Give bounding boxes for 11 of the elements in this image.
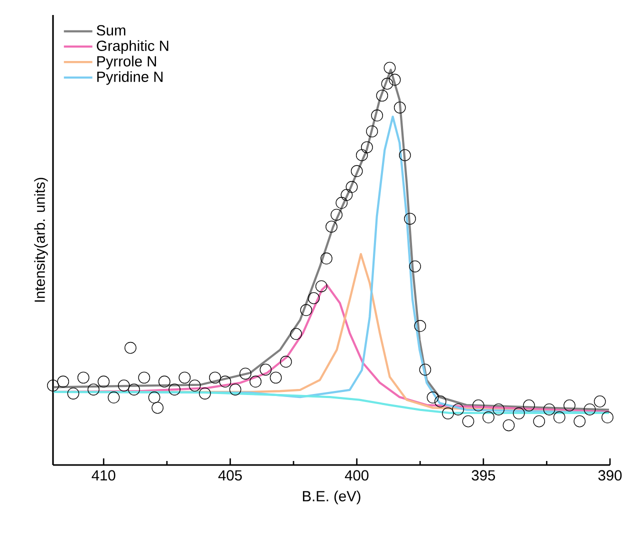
x-tick-label: 395 [472, 470, 496, 481]
legend-label: Graphitic N [96, 40, 168, 54]
x-tick-label: 390 [598, 470, 622, 481]
y-axis-title: Intensity(arb. units) [34, 178, 48, 302]
legend-label: Sum [96, 25, 126, 36]
x-tick-label: 410 [92, 470, 116, 481]
legend-label: Pyridine N [97, 71, 163, 85]
legend-label: Pyrrole N [97, 56, 156, 70]
x-tick-label: 400 [344, 470, 368, 481]
x-tick-label: 405 [218, 470, 242, 481]
x-axis-title: B.E. (eV) [302, 490, 360, 504]
